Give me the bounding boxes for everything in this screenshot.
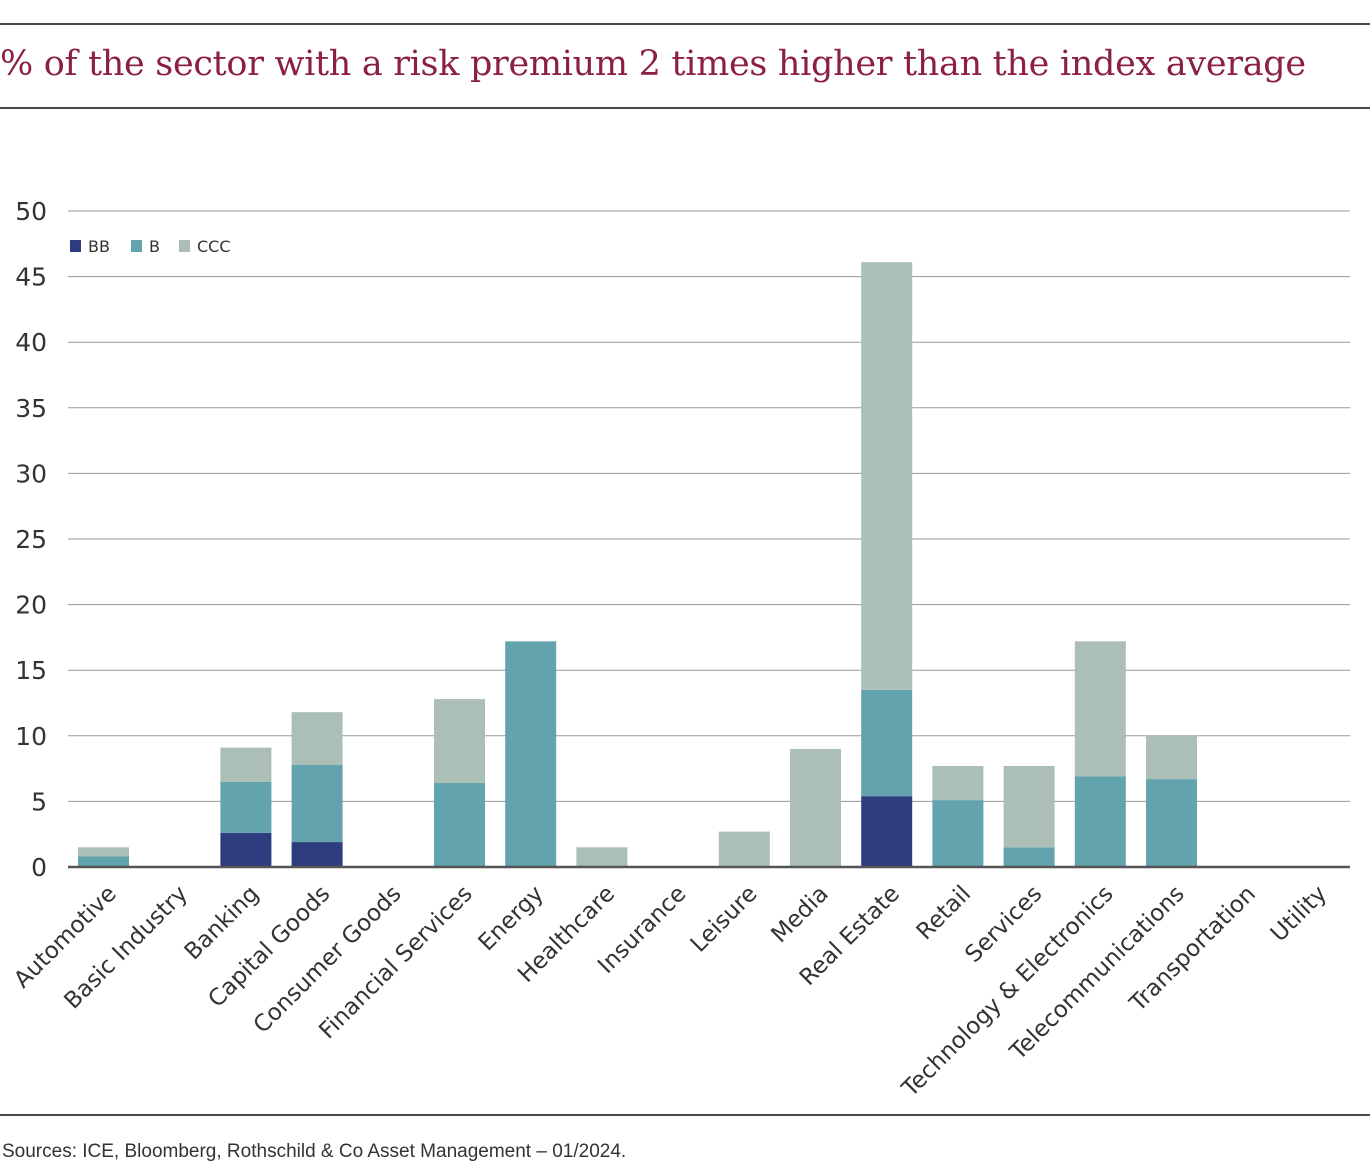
bar-segment-b bbox=[1074, 776, 1126, 867]
bar-segment-b bbox=[1003, 847, 1055, 867]
bar-segment-b bbox=[505, 641, 557, 867]
bar-segment-ccc bbox=[1003, 765, 1055, 848]
gridlines bbox=[68, 210, 1350, 802]
y-tick-label: 0 bbox=[31, 853, 47, 882]
x-tick-label: Basic Industry bbox=[59, 881, 193, 1015]
x-tick-label: Retail bbox=[912, 881, 976, 945]
y-tick-label: 5 bbox=[31, 787, 47, 816]
bar-segment-b bbox=[291, 764, 343, 843]
bar-segment-ccc bbox=[718, 831, 770, 867]
bar-segment-ccc bbox=[434, 699, 485, 784]
y-axis-ticks: 0 5 10 15 20 25 30 35 40 45 50 bbox=[15, 197, 47, 882]
legend: BB B CCC bbox=[70, 237, 231, 256]
bar-segment-b bbox=[434, 783, 485, 867]
bars bbox=[68, 262, 1350, 869]
y-tick-label: 45 bbox=[15, 263, 47, 292]
bar-segment-b bbox=[220, 781, 272, 833]
bar-segment-ccc bbox=[78, 847, 129, 857]
y-tick-label: 25 bbox=[15, 525, 47, 554]
x-tick-label: Transportation bbox=[1124, 881, 1261, 1018]
chart-title: % of the sector with a risk premium 2 ti… bbox=[0, 44, 1306, 84]
bar-segment-ccc bbox=[1146, 735, 1197, 780]
y-tick-label: 50 bbox=[15, 197, 47, 226]
bar-segment-bb bbox=[220, 832, 272, 867]
bar-segment-b bbox=[932, 800, 984, 867]
bar-segment-bb bbox=[291, 842, 343, 867]
legend-swatch-bb bbox=[70, 240, 81, 252]
legend-label: B bbox=[149, 237, 160, 256]
x-tick-label: Leisure bbox=[686, 881, 763, 958]
bar-segment-ccc bbox=[932, 765, 984, 801]
bottom-rule bbox=[0, 1114, 1370, 1116]
legend-label: CCC bbox=[197, 237, 231, 256]
y-tick-label: 20 bbox=[15, 591, 47, 620]
title-rule bbox=[0, 107, 1370, 109]
bar-segment-ccc bbox=[220, 747, 272, 782]
bar-segment-b bbox=[78, 856, 129, 867]
legend-label: BB bbox=[88, 237, 110, 256]
legend-swatch-ccc bbox=[179, 240, 190, 252]
bar-segment-b bbox=[861, 689, 913, 797]
y-tick-label: 10 bbox=[15, 722, 47, 751]
bar-segment-ccc bbox=[861, 262, 913, 690]
y-tick-label: 30 bbox=[15, 459, 47, 488]
source-note: Sources: ICE, Bloomberg, Rothschild & Co… bbox=[2, 1141, 627, 1162]
y-tick-label: 35 bbox=[15, 394, 47, 423]
bar-segment-ccc bbox=[790, 748, 841, 867]
x-tick-label: Media bbox=[767, 881, 834, 948]
y-tick-label: 40 bbox=[15, 328, 47, 357]
legend-swatch-b bbox=[131, 240, 142, 252]
bar-segment-b bbox=[1146, 779, 1197, 867]
bar-segment-ccc bbox=[1074, 641, 1126, 777]
x-tick-label: Utility bbox=[1266, 881, 1332, 947]
y-tick-label: 15 bbox=[15, 656, 47, 685]
bar-segment-ccc bbox=[576, 847, 628, 867]
bar-segment-bb bbox=[861, 796, 913, 867]
top-rule bbox=[0, 23, 1370, 25]
x-tick-label: Capital Goods bbox=[203, 881, 335, 1013]
bar-segment-ccc bbox=[291, 712, 343, 765]
